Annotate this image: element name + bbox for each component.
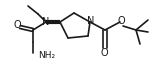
Text: N: N (42, 17, 50, 27)
Text: N: N (87, 16, 95, 26)
Text: O: O (100, 48, 108, 58)
Text: O: O (13, 20, 21, 30)
Text: O: O (117, 16, 125, 26)
Text: NH₂: NH₂ (38, 51, 55, 59)
